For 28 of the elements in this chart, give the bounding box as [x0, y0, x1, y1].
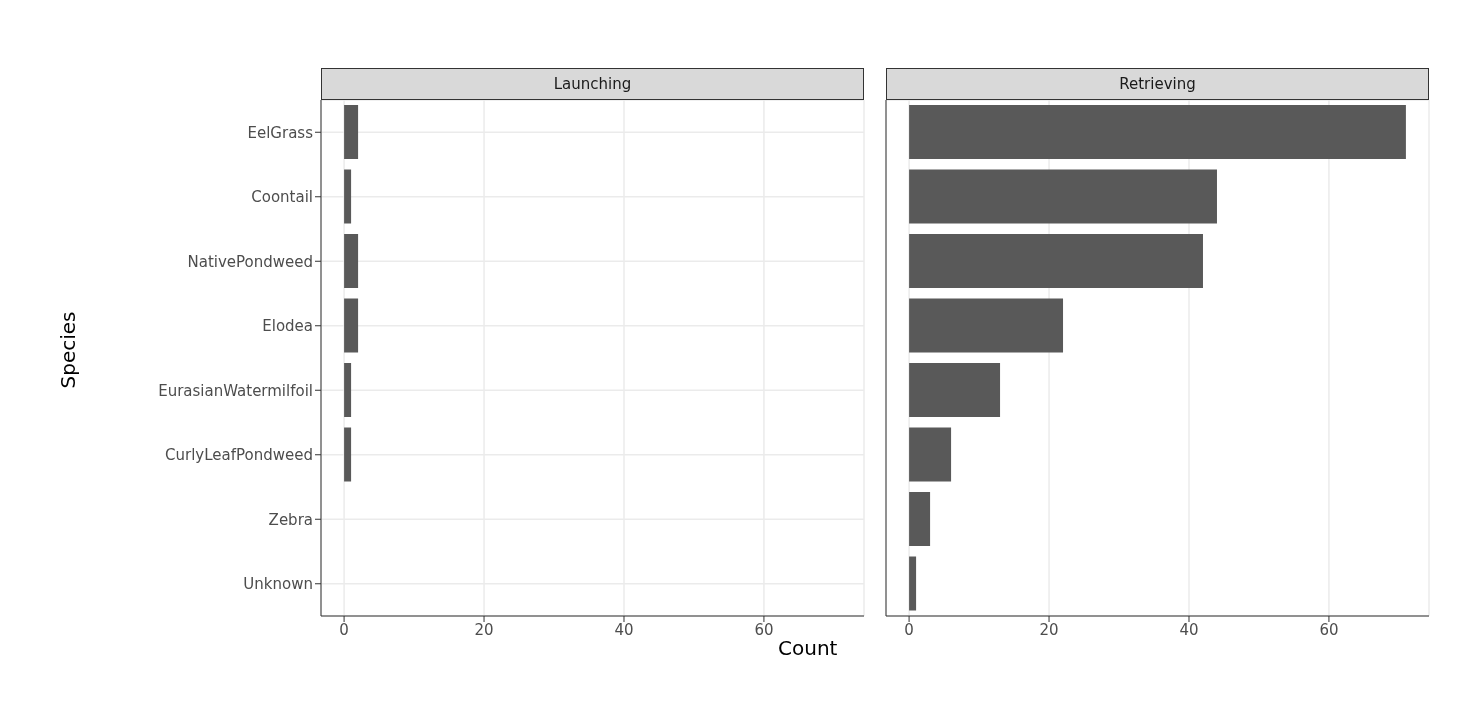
bar [909, 556, 917, 611]
x-tick-label: 20 [1039, 620, 1059, 639]
y-tick-label: CurlyLeafPondweed [165, 446, 313, 465]
y-tick-label: NativePondweed [187, 252, 313, 271]
bar [909, 298, 1064, 353]
chart-title: Launching [321, 68, 864, 100]
x-tick-label: 0 [339, 620, 349, 639]
y-tick-label: Elodea [262, 317, 313, 336]
y-tick-label: Coontail [251, 188, 313, 207]
x-axis-title: Count [778, 636, 838, 660]
bar [909, 492, 931, 546]
x-tick-label: 60 [1319, 620, 1339, 639]
bar [909, 427, 952, 482]
y-tick-label: EurasianWatermilfoil [158, 381, 313, 400]
x-tick-label: 0 [904, 620, 914, 639]
y-tick-label: Unknown [243, 575, 313, 594]
bar [909, 234, 1203, 288]
x-tick-label: 40 [614, 620, 634, 639]
bar [909, 363, 1001, 417]
x-tick-label: 40 [1179, 620, 1199, 639]
x-tick-label: 60 [754, 620, 774, 639]
y-axis-title: Species [56, 310, 80, 391]
bar [909, 169, 1217, 224]
bar [909, 105, 1406, 159]
y-tick-label: EelGrass [247, 123, 314, 142]
y-tick-label: Zebra [268, 510, 313, 529]
chart-title: Retrieving [886, 68, 1429, 100]
x-tick-label: 20 [474, 620, 494, 639]
